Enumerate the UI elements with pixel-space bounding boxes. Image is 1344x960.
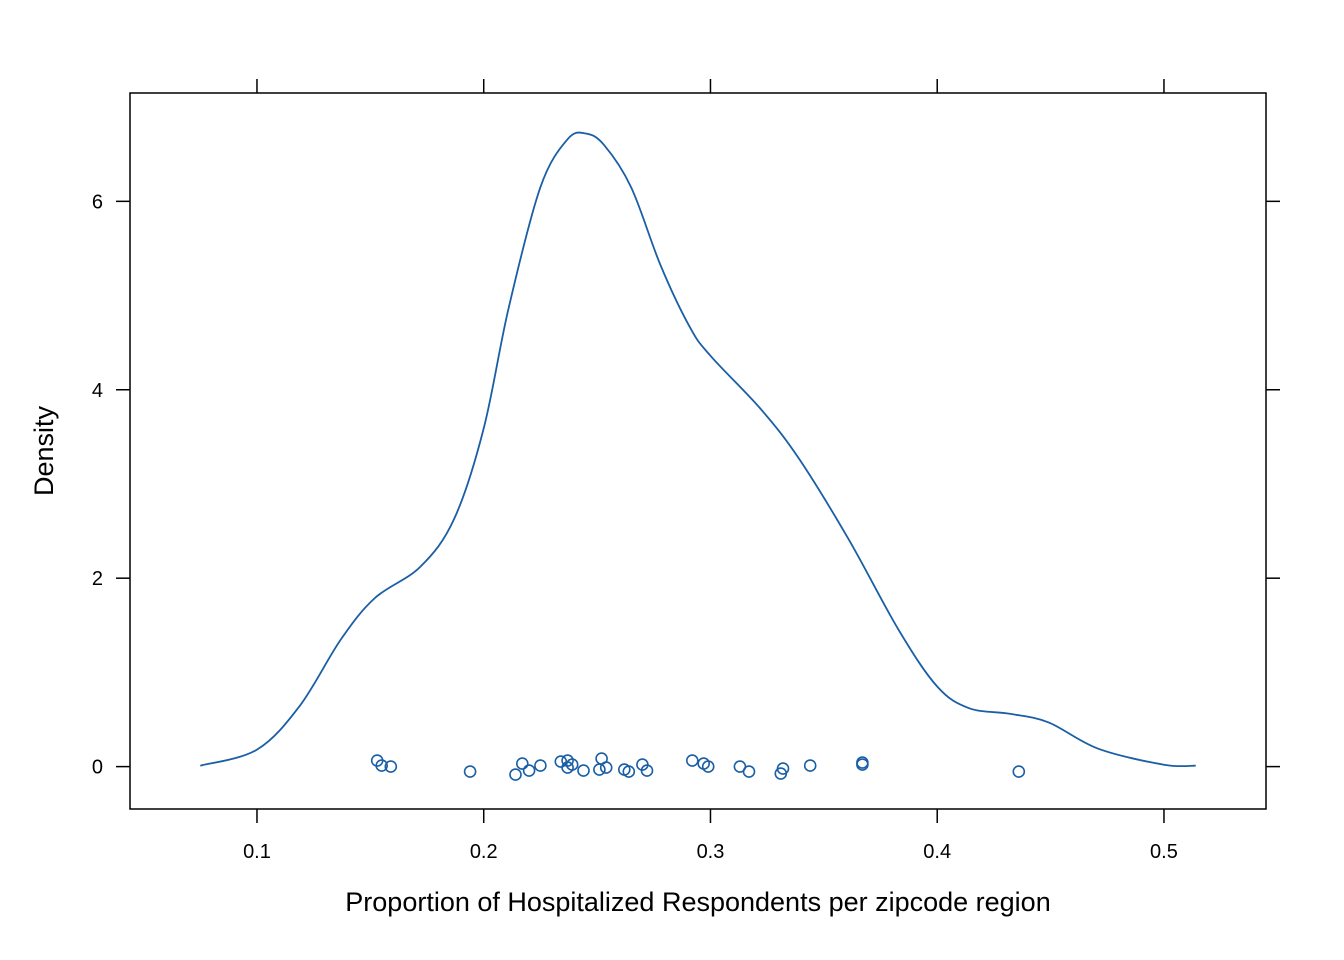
data-point	[593, 763, 606, 776]
data-point	[509, 768, 522, 781]
y-axis-title: Density	[29, 405, 59, 496]
y-axis-tick-labels: 0 2 4 6	[92, 191, 103, 778]
y-tick-label: 2	[92, 568, 103, 590]
x-tick-label: 0.4	[923, 841, 951, 863]
data-point	[803, 759, 817, 772]
data-point	[522, 764, 536, 777]
x-axis-bottom-ticks	[256, 809, 1165, 823]
data-point	[742, 765, 756, 778]
observation-points	[370, 752, 1026, 781]
data-point	[384, 760, 398, 773]
y-tick-label: 6	[92, 191, 103, 213]
x-axis-tick-labels: 0.1 0.2 0.3 0.4 0.5	[243, 841, 1178, 863]
density-curve	[200, 131, 1196, 768]
data-point	[701, 760, 715, 773]
x-tick-label: 0.1	[243, 841, 271, 863]
y-tick-label: 0	[92, 757, 103, 779]
x-axis-title: Proportion of Hospitalized Respondents p…	[345, 887, 1050, 917]
y-axis-right-ticks	[1266, 200, 1280, 768]
data-point	[622, 765, 636, 778]
data-point	[685, 754, 699, 767]
data-point	[565, 758, 579, 771]
x-tick-label: 0.2	[470, 841, 498, 863]
data-point	[640, 764, 654, 777]
data-point	[856, 758, 869, 771]
plot-frame	[129, 92, 1267, 810]
data-point	[515, 757, 529, 770]
data-point	[375, 759, 389, 772]
data-point	[776, 762, 790, 775]
y-axis-left-ticks	[116, 200, 130, 768]
y-tick-label: 4	[92, 380, 103, 402]
data-point	[534, 759, 547, 772]
data-point	[577, 764, 590, 777]
data-point	[463, 765, 477, 778]
data-point	[1012, 765, 1026, 778]
x-tick-label: 0.3	[697, 841, 725, 863]
x-tick-label: 0.5	[1150, 841, 1178, 863]
x-axis-top-ticks	[256, 79, 1165, 93]
data-point	[599, 761, 613, 774]
